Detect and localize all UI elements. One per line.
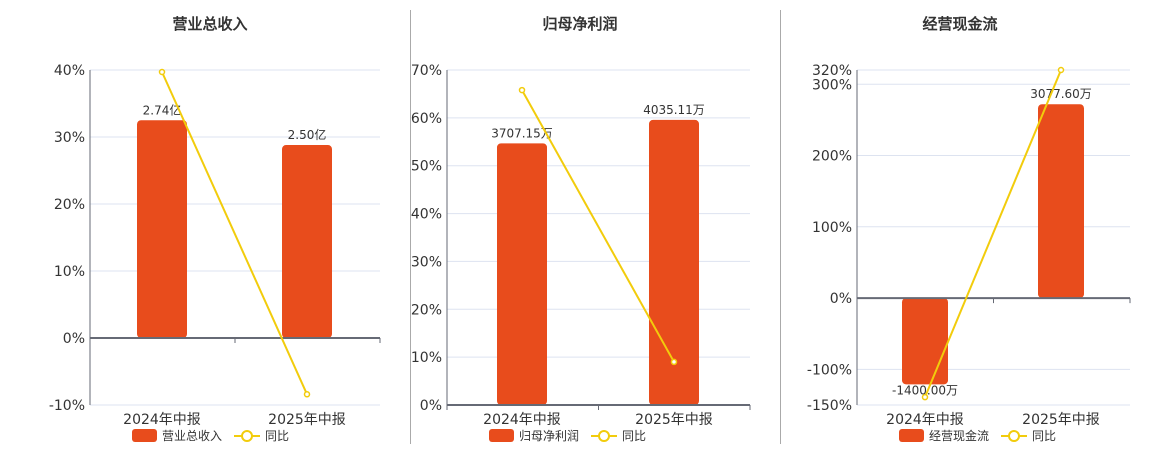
bar-data-label: 2.50亿	[288, 127, 327, 142]
chart-title: 营业总收入	[172, 15, 247, 33]
yoy-point	[670, 358, 678, 366]
x-tick-label: 2024年中报	[483, 412, 561, 428]
legend-bar-swatch	[132, 429, 157, 442]
yoy-point	[518, 86, 526, 94]
y-tick-label: -100%	[807, 362, 852, 378]
y-tick-label: -10%	[49, 398, 85, 414]
legend-bar-label: 经营现金流	[929, 428, 989, 443]
divider	[410, 10, 411, 444]
bar	[1038, 104, 1084, 299]
legend-line-marker	[598, 430, 610, 442]
y-tick-label: 10%	[54, 264, 85, 280]
y-tick-label: 40%	[411, 207, 442, 223]
legend-line-label: 同比	[265, 429, 289, 443]
y-tick-label: 320%	[812, 63, 852, 79]
legend-line-label: 同比	[1032, 429, 1056, 443]
y-tick-label: 10%	[411, 350, 442, 366]
chart-title: 经营现金流	[922, 15, 997, 33]
legend-bar-label: 营业总收入	[162, 429, 222, 443]
y-tick-label: 30%	[411, 254, 442, 270]
x-tick-label: 2025年中报	[635, 412, 713, 428]
legend-line-marker	[1008, 430, 1020, 442]
bar	[497, 143, 547, 406]
bar	[902, 298, 948, 385]
chart-title: 归母净利润	[542, 15, 617, 33]
legend-bar-swatch	[489, 429, 514, 442]
x-tick-label: 2024年中报	[123, 412, 201, 428]
bar	[649, 119, 699, 405]
x-tick-label: 2025年中报	[1022, 412, 1100, 428]
yoy-line	[521, 89, 675, 363]
y-tick-label: 100%	[812, 220, 852, 236]
yoy-point	[303, 391, 311, 398]
yoy-point	[921, 393, 929, 401]
legend-line-label: 同比	[622, 429, 646, 443]
yoy-line	[924, 69, 1062, 398]
x-tick-label: 2024年中报	[886, 412, 964, 428]
bar-data-label: 3077.60万	[1030, 87, 1092, 101]
legend-bar-swatch	[899, 429, 924, 442]
yoy-point	[1057, 66, 1065, 74]
y-tick-label: 60%	[411, 111, 442, 127]
y-tick-label: 70%	[411, 63, 442, 79]
y-tick-label: 0%	[830, 291, 852, 307]
y-tick-label: 0%	[420, 398, 442, 414]
bar	[282, 145, 332, 338]
legend-bar-label: 归母净利润	[519, 429, 579, 443]
y-tick-label: 40%	[54, 63, 85, 79]
x-tick-label: 2025年中报	[268, 412, 346, 428]
bar-data-label: 3707.15万	[491, 126, 553, 140]
yoy-point	[158, 68, 166, 76]
y-tick-label: 50%	[411, 159, 442, 175]
bar-data-label: 4035.11万	[643, 103, 705, 117]
y-tick-label: 20%	[54, 197, 85, 213]
bar	[137, 120, 187, 338]
legend-line-marker	[241, 430, 253, 442]
y-tick-label: -150%	[807, 398, 852, 414]
bar-data-label: 2.74亿	[143, 102, 182, 117]
divider	[780, 10, 781, 444]
bar-data-label: -1400.00万	[892, 383, 958, 397]
y-tick-label: 200%	[812, 149, 852, 165]
y-tick-label: 30%	[54, 130, 85, 146]
y-tick-label: 300%	[812, 77, 852, 93]
y-tick-label: 0%	[63, 331, 85, 347]
yoy-line	[161, 71, 308, 395]
y-tick-label: 20%	[411, 302, 442, 318]
